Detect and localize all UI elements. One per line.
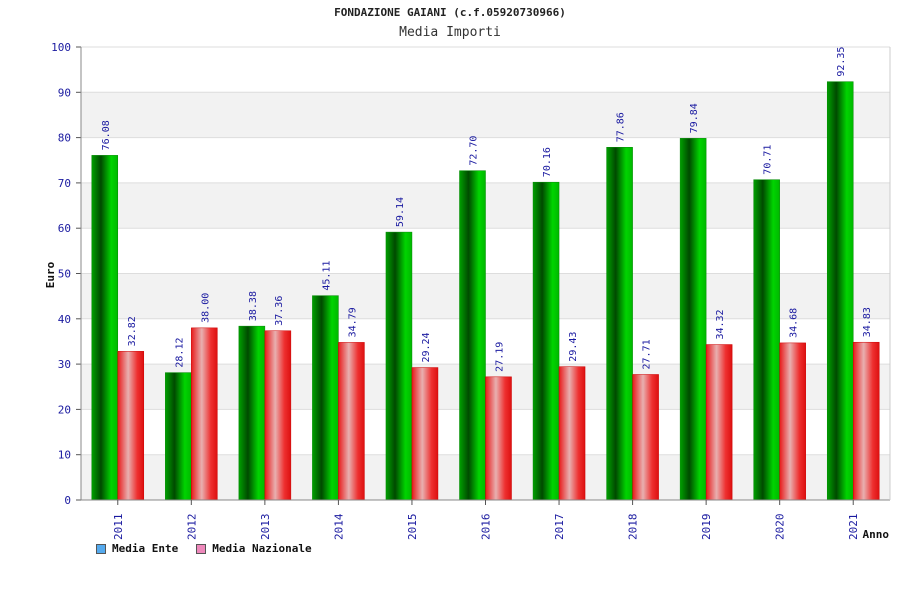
- data-label: 34.68: [789, 308, 800, 338]
- bar-media-nazionale: [779, 342, 806, 501]
- bar-media-nazionale: [411, 367, 439, 501]
- bar-media-ente: [238, 325, 266, 501]
- data-label: 92.35: [836, 47, 847, 77]
- legend-label-media-nazionale: Media Nazionale: [212, 542, 312, 555]
- y-tick-label: 70: [58, 177, 71, 190]
- data-label: 38.00: [200, 293, 211, 323]
- data-label: 29.24: [421, 332, 432, 362]
- data-label: 27.71: [642, 339, 653, 369]
- bar-media-ente: [606, 147, 633, 501]
- y-tick-label: 100: [51, 41, 71, 54]
- x-tick-label: 2011: [112, 514, 125, 541]
- bars-layer: [91, 81, 880, 501]
- bar-media-nazionale: [485, 376, 512, 501]
- legend-item-media-ente: Media Ente: [96, 542, 178, 555]
- bar-media-ente: [679, 138, 707, 501]
- x-axis-title: Anno: [863, 528, 890, 541]
- data-label: 70.71: [763, 145, 774, 175]
- y-tick-label: 50: [58, 268, 71, 281]
- y-tick-label: 20: [58, 403, 71, 416]
- bar-media-nazionale: [705, 344, 733, 501]
- legend: Media Ente Media Nazionale: [96, 542, 312, 555]
- data-label: 27.19: [495, 342, 506, 372]
- data-label: 45.11: [321, 261, 332, 291]
- x-tick-label: 2019: [700, 514, 713, 541]
- y-tick-label: 0: [64, 494, 71, 507]
- bar-media-ente: [532, 181, 560, 501]
- y-axis-title: Euro: [44, 261, 57, 288]
- y-tick-label: 40: [58, 313, 71, 326]
- data-labels-layer: 76.08 32.82 28.12 38.00 38.38 37.36 45.11 34.79…: [101, 47, 873, 372]
- legend-item-media-nazionale: Media Nazionale: [196, 542, 312, 555]
- y-tick-label: 10: [58, 449, 71, 462]
- data-label: 34.32: [715, 309, 726, 339]
- data-label: 59.14: [395, 197, 406, 227]
- x-tick-label: 2016: [480, 514, 493, 541]
- data-label: 29.43: [568, 332, 579, 362]
- data-label: 28.12: [174, 338, 185, 368]
- data-label: 32.82: [127, 316, 138, 346]
- legend-label-media-ente: Media Ente: [112, 542, 179, 555]
- data-label: 37.36: [274, 296, 285, 326]
- bar-media-nazionale: [191, 327, 218, 501]
- bar-media-ente: [312, 295, 339, 501]
- bar-media-nazionale: [117, 351, 145, 501]
- y-tick-label: 30: [58, 358, 71, 371]
- data-label: 34.83: [862, 307, 873, 337]
- bar-media-ente: [385, 231, 413, 501]
- data-label: 38.38: [248, 291, 259, 321]
- legend-swatch-media-nazionale: [196, 543, 207, 554]
- grid-band: [81, 47, 890, 93]
- bar-media-ente: [91, 155, 119, 501]
- y-tick-label: 60: [58, 222, 71, 235]
- bar-media-nazionale: [632, 374, 659, 501]
- legend-swatch-media-ente: [96, 543, 106, 554]
- bar-media-nazionale: [852, 341, 880, 501]
- x-tick-label: 2018: [627, 514, 640, 541]
- data-label: 77.86: [616, 112, 627, 142]
- x-tick-label: 2017: [553, 514, 566, 541]
- chart-title: FONDAZIONE GAIANI (c.f.05920730966): [334, 6, 566, 19]
- x-tick-label: 2020: [774, 514, 787, 541]
- data-label: 72.70: [469, 136, 480, 166]
- axes-layer: 0 10 20 30 40 50 60 70 80 90 100 2011 2012 2013 2014 20…: [44, 41, 891, 541]
- x-tick-label: 2012: [185, 514, 198, 541]
- bar-media-nazionale: [338, 342, 365, 501]
- data-label: 76.08: [101, 120, 112, 150]
- x-tick-label: 2021: [847, 514, 860, 541]
- bar-media-ente: [459, 170, 486, 501]
- y-tick-label: 80: [58, 132, 71, 145]
- bar-media-ente: [826, 81, 854, 501]
- x-tick-label: 2015: [406, 514, 419, 541]
- bar-media-nazionale: [558, 366, 586, 501]
- x-tick-label: 2014: [332, 513, 345, 540]
- bar-media-ente: [165, 372, 192, 501]
- bar-media-ente: [753, 179, 780, 501]
- data-label: 79.84: [689, 103, 700, 133]
- chart-subtitle: Media Importi: [399, 25, 501, 40]
- y-tick-label: 90: [58, 86, 71, 99]
- data-label: 70.16: [542, 147, 553, 177]
- x-tick-label: 2013: [259, 514, 272, 541]
- data-label: 34.79: [347, 307, 358, 337]
- grid-band: [81, 92, 890, 138]
- bar-media-nazionale: [264, 330, 292, 501]
